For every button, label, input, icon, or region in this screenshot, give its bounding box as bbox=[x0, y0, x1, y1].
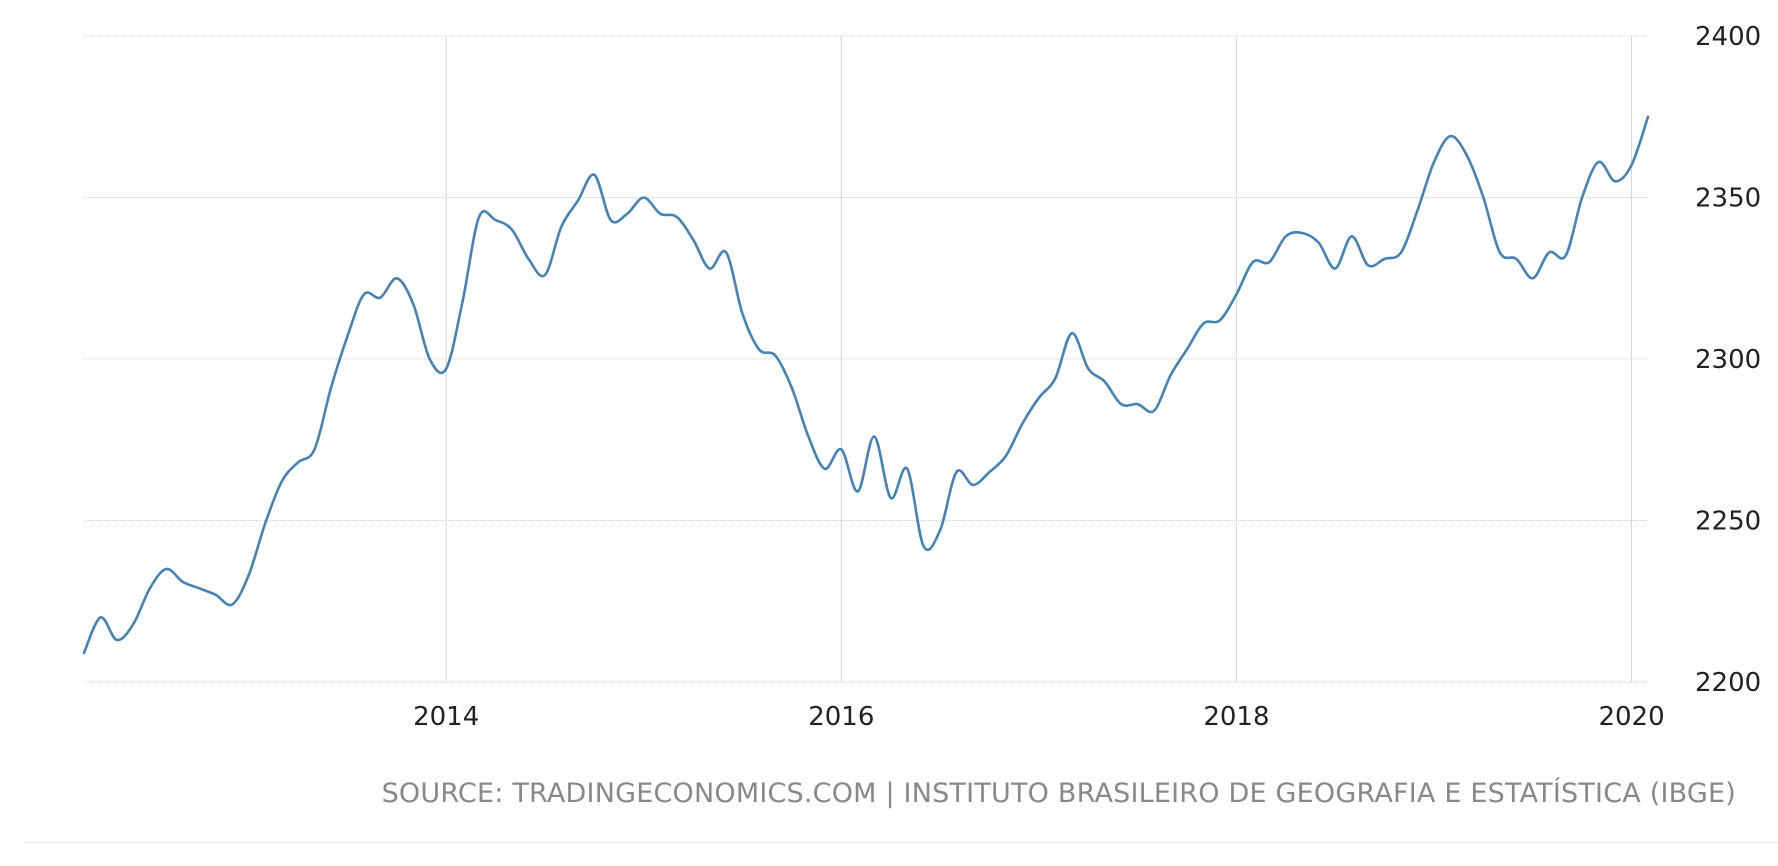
y-tick-label: 2400 bbox=[1695, 22, 1761, 52]
series-line bbox=[82, 115, 1650, 655]
x-tick-label: 2016 bbox=[808, 702, 874, 732]
x-tick-label: 2014 bbox=[413, 702, 479, 732]
source-attribution: SOURCE: TRADINGECONOMICS.COM | INSTITUTO… bbox=[381, 778, 1736, 809]
y-tick-label: 2250 bbox=[1695, 507, 1761, 537]
x-tick-label: 2018 bbox=[1203, 702, 1269, 732]
y-axis-ticks: 2200 2250 2300 2350 2400 bbox=[1695, 22, 1761, 698]
x-axis-ticks: 2014 2016 2018 2020 bbox=[413, 702, 1665, 732]
bottom-divider bbox=[26, 842, 1778, 843]
y-tick-label: 2200 bbox=[1695, 668, 1761, 698]
grid bbox=[84, 35, 1648, 683]
x-tick-label: 2020 bbox=[1598, 702, 1664, 732]
y-tick-label: 2300 bbox=[1695, 345, 1761, 375]
y-tick-label: 2350 bbox=[1695, 184, 1761, 214]
series bbox=[82, 115, 1650, 655]
